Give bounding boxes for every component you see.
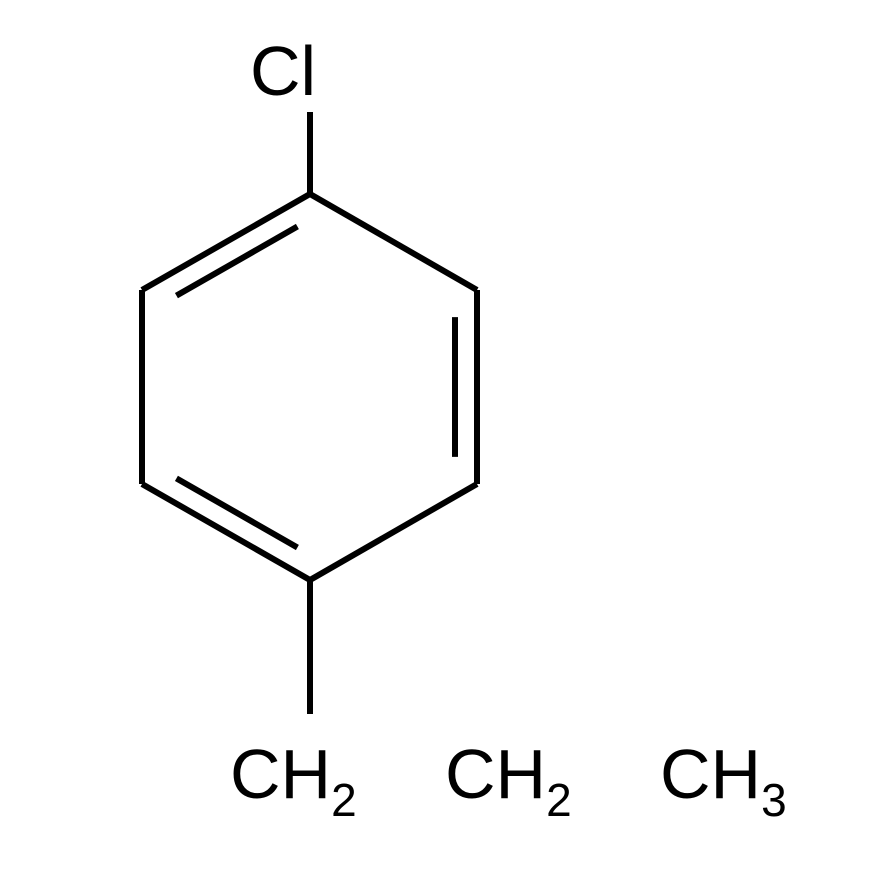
- bond-layer: [142, 112, 477, 714]
- ch2-label-2: CH2: [445, 735, 572, 826]
- chlorine-label: Cl: [250, 32, 316, 110]
- ch2b-sub: 2: [546, 774, 572, 826]
- ch3-main: CH: [660, 735, 761, 813]
- ch2b-main: CH: [445, 735, 546, 813]
- ch3-sub: 3: [761, 774, 787, 826]
- ch2a-sub: 2: [331, 774, 357, 826]
- ch3-label: CH3: [660, 735, 787, 826]
- cl-main: Cl: [250, 32, 316, 110]
- ch2-label-1: CH2: [230, 735, 357, 826]
- ch2a-main: CH: [230, 735, 331, 813]
